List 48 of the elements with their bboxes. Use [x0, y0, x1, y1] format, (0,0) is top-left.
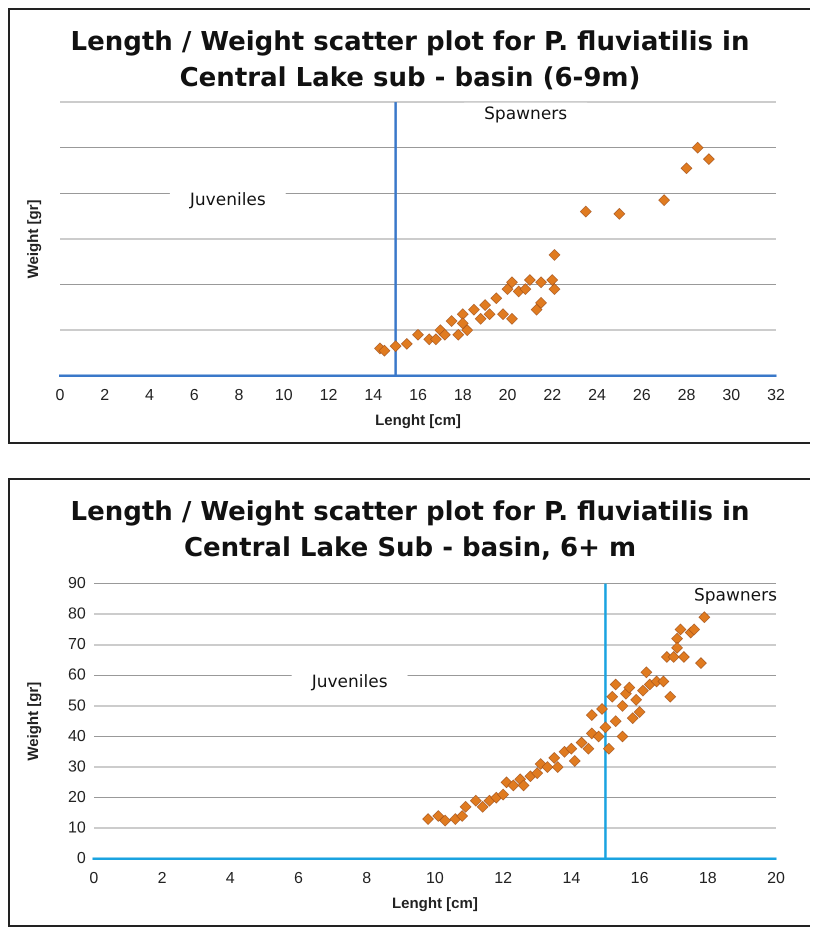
y-tick-label: 10 [68, 820, 86, 837]
y-tick-label: 50 [68, 697, 86, 714]
x-tick-label: 2 [158, 870, 167, 887]
x-tick-label: 20 [767, 870, 785, 887]
x-tick-label: 32 [767, 386, 785, 404]
x-tick-label: 16 [409, 386, 427, 404]
x-tick-label: 10 [274, 386, 293, 404]
x-axis-title: Lenght [cm] [375, 412, 461, 430]
chart-title: Length / Weight scatter plot for P. fluviatilis in Central Lake sub - basin (6-9m) [70, 26, 750, 95]
x-tick-label: 4 [226, 870, 235, 887]
y-axis-title: Weight [gr] [25, 200, 42, 278]
x-tick-label: 8 [234, 386, 244, 404]
y-axis-title: Weight [gr] [25, 682, 42, 761]
y-tick-label: 30 [68, 758, 86, 776]
y-tick-label: 80 [68, 606, 86, 623]
x-tick-label: 24 [588, 386, 606, 404]
x-tick-label: 4 [145, 386, 154, 404]
y-tick-label: 90 [68, 575, 86, 592]
x-tick-label: 10 [426, 870, 444, 887]
y-tick-label: 40 [68, 728, 86, 745]
x-tick-label: 20 [498, 386, 516, 404]
x-tick-label: 18 [454, 386, 472, 404]
x-tick-label: 22 [543, 386, 562, 404]
annotation: Juveniles [310, 672, 388, 692]
x-tick-label: 30 [722, 386, 740, 404]
x-tick-label: 12 [494, 870, 512, 887]
x-tick-label: 18 [698, 870, 717, 887]
x-tick-label: 16 [630, 870, 649, 887]
x-tick-label: 12 [320, 386, 338, 404]
annotation: Juveniles [188, 190, 266, 210]
x-tick-label: 2 [100, 386, 110, 404]
y-tick-label: 60 [68, 666, 86, 684]
x-tick-label: 14 [364, 386, 382, 404]
x-axis-title: Lenght [cm] [392, 895, 478, 912]
y-tick-label: 0 [76, 850, 86, 868]
x-tick-label: 6 [294, 870, 304, 887]
text: Spawners [484, 104, 568, 124]
x-tick-label: 0 [56, 386, 65, 404]
y-tick-label: 20 [68, 789, 86, 806]
x-tick-label: 6 [190, 386, 199, 404]
x-tick-label: 14 [562, 870, 580, 887]
chart-title: Length / Weight scatter plot for P. fluviatilis in Central Lake Sub - basin, 6+ m [70, 496, 750, 565]
x-tick-label: 8 [362, 870, 372, 887]
annotation: Spawners [694, 585, 778, 606]
x-tick-label: 26 [632, 386, 651, 404]
x-tick-label: 0 [89, 870, 98, 887]
x-tick-label: 28 [678, 386, 696, 404]
y-tick-label: 70 [68, 636, 86, 654]
